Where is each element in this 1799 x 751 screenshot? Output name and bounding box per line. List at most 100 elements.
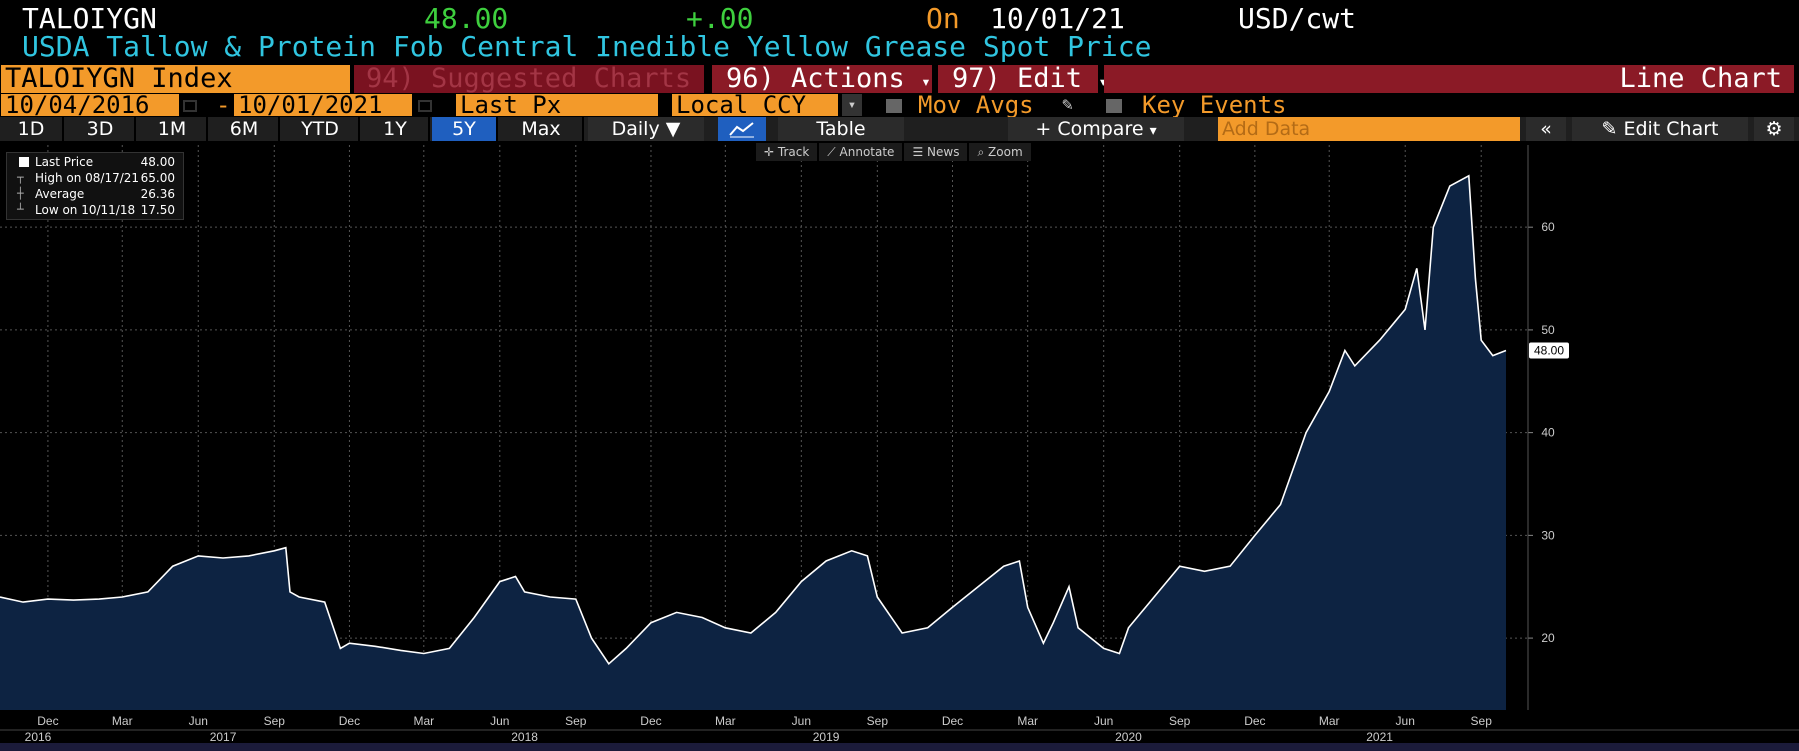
x-tick-label: Mar bbox=[715, 714, 736, 728]
price-line bbox=[0, 174, 1507, 666]
chart-tools: ✛ Track ⟋ Annotate ☰ News ⌕ Zoom bbox=[756, 143, 1031, 161]
annotate-icon: ⟋ bbox=[827, 145, 836, 159]
legend-avg-value: 26.36 bbox=[140, 187, 175, 201]
price-chart[interactable]: 20 30 40 50 60 Dec Mar Jun Sep Dec Mar Jun Sep Dec Ma… bbox=[0, 141, 1799, 743]
pencil-icon: ✎ bbox=[1601, 118, 1618, 140]
legend-average: ┼ Average 26.36 bbox=[11, 186, 179, 202]
timeframe-1d[interactable]: 1D bbox=[0, 117, 64, 141]
timeframe-6m[interactable]: 6M bbox=[210, 117, 280, 141]
currency-select[interactable]: Local CCY bbox=[672, 93, 838, 117]
y-axis: 20 30 40 50 60 bbox=[1527, 145, 1555, 710]
x-year-label: 2018 bbox=[511, 730, 538, 743]
track-label: Track bbox=[777, 145, 810, 159]
x-tick-label: Dec bbox=[37, 714, 58, 728]
table-button[interactable]: Table bbox=[778, 117, 904, 141]
timeframe-ytd[interactable]: YTD bbox=[282, 117, 360, 141]
x-tick-label: Sep bbox=[264, 714, 286, 728]
last-value-marker: 48.00 bbox=[1529, 342, 1569, 359]
status-bar bbox=[0, 743, 1799, 751]
edit-chart-button[interactable]: ✎ Edit Chart bbox=[1572, 117, 1748, 141]
x-tick-label: Jun bbox=[792, 714, 811, 728]
x-year-label: 2021 bbox=[1366, 730, 1393, 743]
legend-low-value: 17.50 bbox=[140, 203, 175, 217]
last-value-label: 48.00 bbox=[1534, 343, 1564, 357]
on-label: On bbox=[926, 2, 960, 35]
edit-chart-label: Edit Chart bbox=[1623, 118, 1719, 140]
x-tick-label: Sep bbox=[1471, 714, 1493, 728]
chevron-down-icon[interactable]: ▾ bbox=[842, 94, 862, 116]
x-tick-label: Jun bbox=[1094, 714, 1113, 728]
timeframe-max[interactable]: Max bbox=[500, 117, 584, 141]
timeframe-1m[interactable]: 1M bbox=[138, 117, 208, 141]
edit-menu[interactable]: 97) Edit ▾ bbox=[938, 63, 1108, 94]
key-events-checkbox[interactable] bbox=[1106, 94, 1126, 116]
x-tick-label: Mar bbox=[1319, 714, 1340, 728]
chevron-down-icon: ▾ bbox=[921, 72, 931, 91]
timeframe-1y[interactable]: 1Y bbox=[362, 117, 430, 141]
y-tick-label: 30 bbox=[1541, 528, 1555, 542]
y-tick-label: 20 bbox=[1541, 631, 1555, 645]
legend-last-price[interactable]: Last Price 48.00 bbox=[11, 154, 179, 170]
field-select[interactable]: Last Px bbox=[456, 93, 658, 117]
series-swatch bbox=[19, 157, 29, 167]
low-icon: ┴ bbox=[17, 203, 24, 216]
line-chart-icon[interactable] bbox=[718, 117, 766, 141]
news-icon: ☰ bbox=[912, 145, 924, 159]
gear-icon[interactable]: ⚙ bbox=[1754, 117, 1794, 141]
period-label: Daily bbox=[611, 118, 660, 140]
news-label: News bbox=[927, 145, 960, 159]
magnifier-icon: ⌕ bbox=[977, 145, 985, 159]
x-tick-label: Jun bbox=[490, 714, 509, 728]
mov-avgs-label: Mov Avgs bbox=[918, 91, 1034, 119]
x-tick-label: Sep bbox=[565, 714, 587, 728]
add-data-input[interactable]: Add Data bbox=[1218, 117, 1520, 141]
x-year-label: 2017 bbox=[210, 730, 237, 743]
collapse-icon[interactable]: « bbox=[1526, 117, 1566, 141]
start-date-input[interactable]: 10/04/2016 bbox=[1, 93, 179, 117]
last-price: 48.00 bbox=[424, 2, 509, 35]
chevron-down-icon: ▾ bbox=[1098, 72, 1108, 91]
timeframe-5y[interactable]: 5Y bbox=[432, 117, 498, 141]
crosshair-icon: ✛ bbox=[764, 145, 775, 159]
track-button[interactable]: ✛ Track bbox=[756, 143, 818, 161]
x-tick-label: Jun bbox=[1396, 714, 1415, 728]
period-select[interactable]: Daily ▼ bbox=[588, 117, 704, 141]
x-axis: Dec Mar Jun Sep Dec Mar Jun Sep Dec Mar Jun Sep Dec M… bbox=[0, 714, 1799, 743]
pencil-icon[interactable]: ✎ bbox=[1062, 94, 1073, 115]
compare-label: + Compare bbox=[1035, 118, 1144, 140]
annotate-button[interactable]: ⟋ Annotate bbox=[819, 143, 903, 161]
legend-high-value: 65.00 bbox=[140, 171, 175, 185]
x-tick-label: Mar bbox=[413, 714, 434, 728]
mov-avgs-checkbox[interactable] bbox=[886, 94, 906, 116]
zoom-button[interactable]: ⌕ Zoom bbox=[969, 143, 1031, 161]
legend-high: ┬ High on 08/17/21 65.00 bbox=[11, 170, 179, 186]
x-tick-label: Sep bbox=[1169, 714, 1191, 728]
compare-button[interactable]: + Compare ▾ bbox=[1008, 117, 1184, 141]
legend-last-value: 48.00 bbox=[140, 155, 175, 169]
end-date-input[interactable]: 10/01/2021 bbox=[234, 93, 412, 117]
index-field[interactable]: TALOIYGN Index bbox=[1, 65, 350, 93]
calendar-icon[interactable] bbox=[418, 94, 438, 116]
suggested-charts-button[interactable]: 94) Suggested Charts bbox=[354, 65, 704, 93]
legend-low-label: Low on 10/11/18 bbox=[35, 203, 136, 217]
calendar-icon[interactable] bbox=[183, 94, 203, 116]
timeframe-3d[interactable]: 3D bbox=[66, 117, 136, 141]
chart-controls: 10/04/2016 - 10/01/2021 Last Px Local CC… bbox=[0, 91, 1799, 119]
x-tick-label: Dec bbox=[1244, 714, 1265, 728]
y-tick-label: 40 bbox=[1541, 426, 1555, 440]
actions-label: 96) Actions bbox=[726, 63, 905, 94]
quote-header: TALOIYGN 48.00 +.00 On 10/01/21 USD/cwt bbox=[0, 4, 1799, 34]
x-tick-label: Dec bbox=[640, 714, 661, 728]
zoom-label: Zoom bbox=[988, 145, 1023, 159]
x-tick-label: Mar bbox=[112, 714, 133, 728]
average-icon: ┼ bbox=[17, 187, 24, 200]
actions-menu[interactable]: 96) Actions ▾ bbox=[712, 65, 932, 93]
news-button[interactable]: ☰ News bbox=[904, 143, 968, 161]
x-year-label: 2019 bbox=[813, 730, 840, 743]
x-tick-label: Dec bbox=[942, 714, 963, 728]
chevron-down-icon: ▼ bbox=[665, 118, 681, 140]
edit-label: 97) Edit bbox=[952, 63, 1083, 94]
x-year-label: 2020 bbox=[1115, 730, 1142, 743]
security-description: USDA Tallow & Protein Fob Central Inedib… bbox=[22, 30, 1152, 63]
x-tick-label: Dec bbox=[339, 714, 360, 728]
